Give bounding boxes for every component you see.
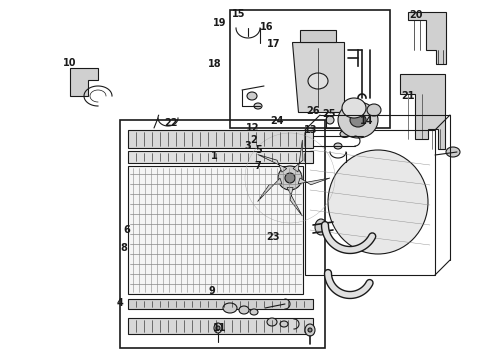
Ellipse shape [338,102,378,138]
Text: 19: 19 [213,18,226,28]
Text: 4: 4 [117,298,123,308]
Ellipse shape [280,321,288,327]
Text: 21: 21 [401,91,415,102]
Text: 24: 24 [270,116,284,126]
Text: 23: 23 [267,232,280,242]
Ellipse shape [328,150,428,254]
Polygon shape [70,68,98,96]
Ellipse shape [250,309,258,315]
Text: 13: 13 [304,125,318,135]
Polygon shape [408,12,446,64]
Text: 1: 1 [211,150,218,161]
Polygon shape [298,178,330,185]
Text: 18: 18 [208,59,221,69]
Polygon shape [292,42,344,112]
Text: 26: 26 [306,106,319,116]
Ellipse shape [305,324,315,336]
Text: 17: 17 [267,39,280,49]
Polygon shape [400,74,445,149]
Text: 3: 3 [244,141,251,151]
Ellipse shape [239,306,249,314]
Text: 5: 5 [255,145,262,156]
Ellipse shape [340,130,350,138]
Text: 7: 7 [254,161,261,171]
Ellipse shape [254,103,262,109]
Text: 16: 16 [260,22,274,32]
Polygon shape [293,140,303,172]
Bar [128,166,303,294]
Ellipse shape [308,328,312,332]
Polygon shape [128,151,313,163]
Ellipse shape [216,326,220,330]
Bar [120,120,325,348]
Text: 14: 14 [360,116,373,126]
Ellipse shape [350,113,366,127]
Ellipse shape [267,318,277,326]
Polygon shape [287,188,302,216]
Ellipse shape [315,219,327,235]
Text: 12: 12 [246,123,260,133]
Ellipse shape [326,116,334,124]
Ellipse shape [308,73,328,89]
Polygon shape [258,178,282,202]
Ellipse shape [367,104,381,116]
Ellipse shape [247,92,257,100]
Text: 15: 15 [232,9,246,19]
Polygon shape [300,30,336,42]
Bar [305,130,435,275]
Text: 20: 20 [409,10,422,20]
Polygon shape [258,154,287,172]
Ellipse shape [446,147,460,157]
Polygon shape [128,318,313,334]
Ellipse shape [214,323,222,333]
Bar [230,10,390,128]
Text: 10: 10 [63,58,76,68]
Text: 25: 25 [322,109,336,120]
Ellipse shape [278,166,302,190]
Ellipse shape [285,173,295,183]
Text: 2: 2 [250,135,257,145]
Text: 11: 11 [213,323,226,333]
Text: 8: 8 [120,243,127,253]
Polygon shape [128,130,313,148]
Ellipse shape [342,98,366,118]
Text: 22: 22 [164,118,177,128]
Ellipse shape [334,143,342,149]
Polygon shape [128,299,313,309]
Text: 9: 9 [208,286,215,296]
Ellipse shape [223,303,237,313]
Text: 6: 6 [123,225,130,235]
